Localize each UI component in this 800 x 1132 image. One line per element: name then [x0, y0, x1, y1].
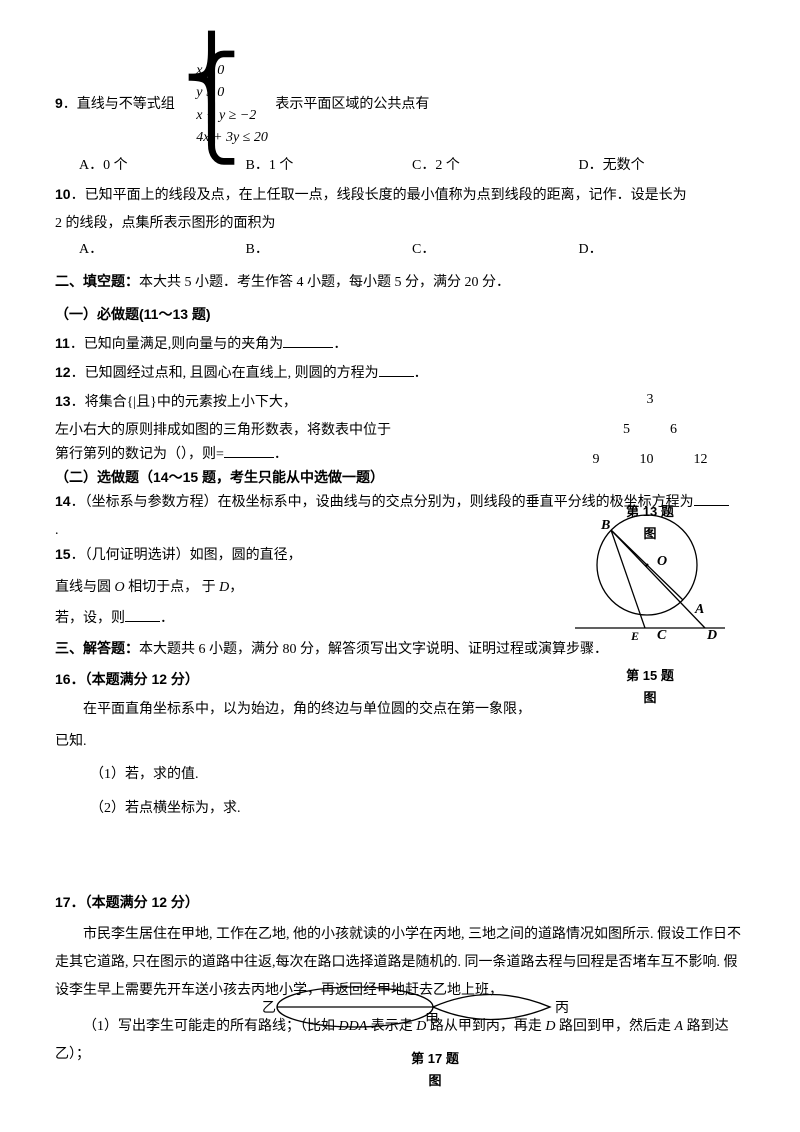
q11-number: 11	[55, 335, 70, 351]
sec3-title: 三、解答题：	[55, 640, 139, 656]
inequality-system: ⎧ ⎨ ⎩ x ≥ 0 y ≥ 0 x − y ≥ −2 4x + 3y ≤ 2…	[182, 60, 268, 150]
letter-D: D	[219, 580, 229, 595]
q15-line2c: ，	[229, 580, 243, 595]
sec2-part1: （一）必做题(11～13 题)	[55, 303, 745, 327]
q11-text: ．已知向量满足,则向量与的夹角为	[70, 337, 284, 352]
q13-line2: 左小右大的原则排成如图的三角形数表，将数表中位于	[55, 419, 495, 443]
blank-fill	[125, 608, 160, 622]
circle-svg	[575, 500, 725, 650]
q12-number: 12	[55, 364, 71, 380]
q9-options: A．0 个 B．1 个 C．2 个 D．无数个	[79, 154, 745, 178]
q15-fig-label2: 图	[575, 687, 725, 709]
label-E: E	[631, 626, 639, 646]
triangle-row: 3	[560, 388, 740, 412]
label-C: C	[657, 624, 666, 648]
sec3-desc: 本大题共 6 小题，满分 80 分，解答须写出文字说明、证明过程或演算步骤．	[139, 642, 608, 657]
question-17-header: 17．（本题满分 12 分）	[55, 891, 745, 915]
blank-fill	[379, 363, 414, 377]
q12-text: ．已知圆经过点和, 且圆心在直线上, 则圆的方程为	[71, 366, 379, 381]
q15-line1: ．（几何证明选讲）如图，圆的直径，	[71, 548, 302, 563]
q10-text2: 2 的线段，点集所表示图形的面积为	[55, 212, 745, 236]
question-10: 10．已知平面上的线段及点，在上任取一点，线段长度的最小值称为点到线段的距离，记…	[55, 183, 745, 208]
q10-text1: ．已知平面上的线段及点，在上任取一点，线段长度的最小值称为点到线段的距离，记作．…	[71, 188, 687, 203]
sec2-title: 二、填空题：	[55, 273, 139, 289]
q10-number: 10	[55, 186, 71, 202]
letter-O: O	[115, 580, 125, 595]
q17-fig-label: 第 17 题	[260, 1048, 610, 1070]
q17-route-figure: 乙 甲 丙 第 17 题 图	[260, 977, 610, 1092]
q15-circle-figure: B O A E C D 第 15 题 图	[575, 500, 725, 709]
q17-title: ．（本题满分 12 分）	[71, 894, 199, 910]
node-bing: 丙	[555, 997, 569, 1021]
question-13: 13．将集合{|且}中的元素按上小下大，	[55, 390, 495, 415]
q15-line3-wrap: 若，设，则．	[55, 607, 525, 631]
section-2-header: 二、填空题：本大共 5 小题．考生作答 4 小题，每小题 5 分，满分 20 分…	[55, 270, 745, 295]
q10-opt-b: B．	[246, 238, 413, 262]
q15-line2: 直线与圆	[55, 580, 115, 595]
q9-suffix: 表示平面区域的公共点有	[275, 97, 429, 112]
question-12: 12．已知圆经过点和, 且圆心在直线上, 则圆的方程为．	[55, 361, 745, 386]
q16-line1: 在平面直角坐标系中，以为始边，角的终边与单位圆的交点在第一象限，	[55, 698, 595, 722]
question-9: 9．直线与不等式组 ⎧ ⎨ ⎩ x ≥ 0 y ≥ 0 x − y ≥ −2 4…	[55, 60, 745, 150]
q17-fig-label2: 图	[260, 1070, 610, 1092]
node-yi: 乙	[262, 997, 276, 1021]
q10-opt-a: A．	[79, 238, 246, 262]
q17-number: 17	[55, 894, 71, 910]
q10-opt-c: C．	[412, 238, 579, 262]
q15-number: 15	[55, 546, 71, 562]
label-B: B	[601, 514, 610, 538]
q13-line1: ．将集合{|且}中的元素按上小下大，	[71, 395, 297, 410]
q9-opt-c: C．2 个	[412, 154, 579, 178]
q9-opt-d: D．无数个	[579, 154, 746, 178]
q13-line3-wrap: 第行第列的数记为（），则=．	[55, 443, 495, 467]
q9-number: 9	[55, 95, 63, 111]
q15-fig-label: 第 15 题	[575, 665, 725, 687]
node-jia: 甲	[425, 1009, 439, 1033]
q10-options: A． B． C． D．	[79, 238, 745, 262]
label-A: A	[695, 598, 704, 622]
q13-number: 13	[55, 393, 71, 409]
q16-title: ．（本题满分 12 分）	[71, 671, 199, 687]
blank-fill	[224, 444, 274, 458]
q9-prefix: ．直线与不等式组	[63, 97, 175, 112]
q15-line2b: 相切于点， 于	[125, 580, 220, 595]
q16-sub2: （2）若点横坐标为，求.	[90, 797, 745, 821]
q15-line3: 若，设，则	[55, 611, 125, 626]
q13-line3: 第行第列的数记为（），则=	[55, 447, 224, 462]
question-15: 15．（几何证明选讲）如图，圆的直径，	[55, 543, 525, 568]
triangle-row: 91012	[560, 448, 740, 472]
q9-opt-b: B．1 个	[246, 154, 413, 178]
label-D: D	[707, 624, 717, 648]
q15-line2-wrap: 直线与圆 O 相切于点， 于 D，	[55, 576, 525, 600]
blank-fill	[283, 334, 333, 348]
label-O: O	[657, 550, 667, 574]
q14-number: 14	[55, 493, 71, 509]
triangle-row: 56	[560, 418, 740, 442]
q16-number: 16	[55, 671, 71, 687]
q16-sub1: （1）若，求的值.	[90, 763, 745, 787]
sec2-desc: 本大共 5 小题．考生作答 4 小题，每小题 5 分，满分 20 分．	[139, 275, 510, 290]
q16-line2: 已知.	[55, 730, 745, 754]
q10-opt-d: D．	[579, 238, 746, 262]
question-11: 11．已知向量满足,则向量与的夹角为．	[55, 332, 745, 357]
